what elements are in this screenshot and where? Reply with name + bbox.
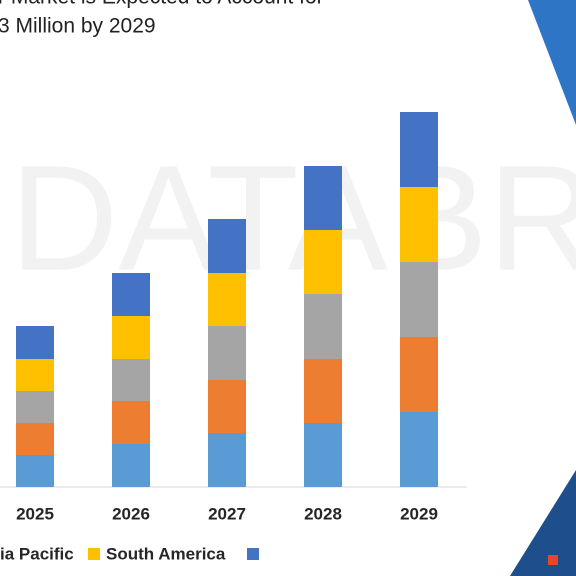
bar-segment [400, 337, 438, 412]
bar-segment [304, 166, 342, 230]
bar-segment [400, 412, 438, 487]
bar-segment [208, 380, 246, 433]
decor-dot [548, 555, 558, 565]
bar-segment [16, 455, 54, 487]
bar-segment [112, 359, 150, 401]
bar-segment [112, 401, 150, 444]
bar-segment [16, 423, 54, 455]
x-tick-label: 2026 [112, 504, 150, 523]
bar-segment [208, 326, 246, 380]
legend-label: ia Pacific [0, 544, 74, 563]
watermark: DATABR [10, 134, 576, 302]
x-tick-label: 2027 [208, 504, 246, 523]
bar-segment [304, 230, 342, 294]
bar-segment [400, 187, 438, 262]
decor-shape [510, 470, 576, 576]
bar-segment [112, 316, 150, 359]
legend-label: South America [106, 544, 226, 563]
bar-segment [112, 444, 150, 487]
bar-segment [208, 433, 246, 487]
chart-title: r Market is Expected to Account for [0, 0, 324, 9]
bar-segment [16, 326, 54, 359]
bar-segment [400, 262, 438, 337]
legend-swatch [247, 548, 259, 560]
x-tick-label: 2028 [304, 504, 342, 523]
x-tick-label: 2025 [16, 504, 54, 523]
bar-segment [208, 273, 246, 326]
bar-segment [400, 112, 438, 187]
decor-shape [528, 0, 576, 125]
legend-swatch [88, 548, 100, 560]
x-tick-label: 2029 [400, 504, 438, 523]
bar-segment [16, 391, 54, 423]
bar-segment [16, 359, 54, 391]
chart-title: 3 Million by 2029 [0, 15, 156, 38]
bar-segment [208, 219, 246, 273]
bar-segment [304, 294, 342, 359]
bar-segment [304, 359, 342, 423]
bar-segment [112, 273, 150, 316]
bar-segment [304, 423, 342, 487]
